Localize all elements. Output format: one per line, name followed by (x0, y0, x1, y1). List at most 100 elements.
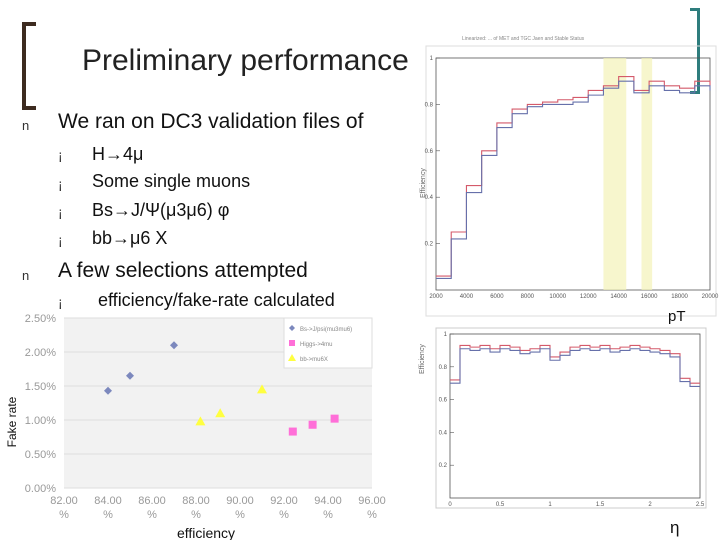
scatter-x-tick-label: 86.00 (138, 495, 166, 507)
step-x-tick-label: 18000 (671, 294, 688, 300)
scatter-x-tick-label: 90.00 (226, 495, 254, 507)
scatter-point (289, 340, 295, 346)
step-x-tick-label: 2 (648, 502, 652, 508)
step-y-tick-label: 0.4 (439, 430, 448, 436)
step-x-tick-label: 0 (448, 502, 452, 508)
scatter-x-tick-unit: % (147, 509, 157, 521)
step-plot-axes (449, 333, 701, 499)
scatter-y-tick-label: 1.50% (25, 381, 56, 393)
scatter-point (104, 386, 112, 395)
step-plot-axes (435, 57, 711, 291)
scatter-point (288, 354, 296, 361)
scatter-point (215, 408, 226, 418)
highlight-band (641, 58, 653, 290)
bullet-marker: n (22, 268, 30, 283)
scatter-plot-area: 0.00% 0.50% 1.00% 1.50% 2.00% 2.50% 82.00% 84.0… (25, 313, 386, 521)
scatter-x-tick-unit: % (279, 509, 289, 521)
sub-item-marker: ¡ (58, 204, 63, 220)
right-bottom-plot: Efficiency 0.2 0.4 0.6 0.8 1 0 0.5 1 1.5 2 2.5 (419, 327, 707, 509)
scatter-chart: Fake rate 0.00% 0.50% 1.00% 1.50% 2.00% 2.50%… (5, 313, 386, 540)
scatter-legend-entry: bb->mu6X (300, 357, 328, 363)
step-x-tick-label: 10000 (549, 294, 566, 300)
step-x-tick-label: 2.5 (696, 502, 705, 508)
eta-axis-label: η (670, 518, 680, 537)
right-top-ylabel: Efficiency (420, 168, 427, 198)
right-top-plot: Linearized: ... of MET and TGC Jaen and … (420, 36, 719, 317)
pt-axis-label: pT (668, 308, 686, 325)
step-y-tick-label: 0.6 (425, 149, 434, 155)
scatter-ylabel: Fake rate (5, 396, 19, 447)
scatter-y-tick-label: 2.00% (25, 347, 56, 359)
sub-item-bs-jpsi: Bs→J/Ψ(μ3μ6) φ (92, 200, 230, 220)
step-x-tick-label: 16000 (641, 294, 658, 300)
step-y-tick-label: 1 (430, 56, 434, 62)
scatter-point (195, 416, 206, 426)
step-y-tick-label: 0.8 (439, 365, 448, 371)
step-y-tick-label: 0.2 (425, 242, 434, 248)
step-y-tick-label: 0.6 (439, 398, 448, 404)
step-x-tick-label: 4000 (460, 294, 474, 300)
scatter-x-tick-unit: % (103, 509, 113, 521)
step-y-tick-label: 0.4 (425, 195, 434, 201)
sub-item-marker: ¡ (58, 147, 63, 163)
scatter-point (257, 384, 267, 394)
scatter-x-tick-label: 82.00 (50, 495, 78, 507)
scatter-legend-box (283, 317, 373, 369)
right-top-frame (425, 45, 717, 317)
scatter-x-tick-label: 94.00 (314, 495, 342, 507)
scatter-legend-entry: Higgs->4mu (300, 342, 333, 348)
sub-item-marker: ¡ (58, 294, 63, 310)
scatter-legend-entry: Bs->J/psi(mu3mu6) (300, 327, 352, 333)
sub-item-marker: ¡ (58, 176, 63, 192)
step-x-tick-label: 0.5 (496, 502, 505, 508)
scatter-xlabel: efficiency (177, 525, 235, 540)
step-y-tick-label: 0.8 (425, 102, 434, 108)
left-bracket-decoration (22, 22, 36, 110)
right-bottom-ylabel: Efficiency (419, 344, 426, 374)
bullet-marker: n (22, 118, 30, 133)
scatter-y-tick-label: 1.00% (25, 415, 56, 427)
highlight-band (603, 58, 627, 290)
scatter-x-tick-label: 84.00 (94, 495, 122, 507)
bullet-1-text: We ran on DC3 validation files of (58, 110, 364, 133)
step-x-tick-label: 1 (548, 502, 552, 508)
scatter-point (288, 427, 297, 436)
sub-item-marker: ¡ (58, 232, 63, 248)
step-series-line (450, 348, 700, 388)
scatter-point (126, 371, 134, 380)
scatter-legend: Bs->J/psi(mu3mu6) Higgs->4mu bb->mu6X (283, 317, 373, 369)
step-x-tick-label: 8000 (521, 294, 535, 300)
scatter-y-tick-label: 0.50% (25, 449, 56, 461)
right-bottom-plot-area: 0.2 0.4 0.6 0.8 1 0 0.5 1 1.5 2 2.5 (439, 332, 705, 508)
scatter-y-tick-label: 0.00% (25, 483, 56, 495)
scatter-point (170, 341, 178, 350)
scatter-x-tick-unit: % (323, 509, 333, 521)
sub-item-bb-mu6: bb→μ6 X (92, 228, 168, 248)
scatter-x-tick-label: 92.00 (270, 495, 298, 507)
scatter-point (308, 420, 317, 429)
scatter-x-tick-label: 88.00 (182, 495, 210, 507)
scatter-x-tick-unit: % (367, 509, 377, 521)
scatter-point (330, 414, 339, 423)
scatter-x-tick-unit: % (191, 509, 201, 521)
step-x-tick-label: 6000 (490, 294, 504, 300)
sub-item-h4mu: H→4μ (92, 144, 144, 164)
step-y-tick-label: 1 (444, 332, 448, 338)
right-bottom-frame (435, 327, 707, 509)
scatter-y-tick-label: 2.50% (25, 313, 56, 325)
step-series-line (450, 344, 700, 384)
sub-item-efficiency: efficiency/fake-rate calculated (98, 290, 335, 310)
slide-title: Preliminary performance (82, 44, 409, 77)
step-x-tick-label: 12000 (580, 294, 597, 300)
scatter-x-tick-unit: % (59, 509, 69, 521)
scatter-x-tick-label: 96.00 (358, 495, 386, 507)
scatter-point (289, 325, 295, 331)
step-x-tick-label: 14000 (610, 294, 627, 300)
step-series-line (436, 80, 711, 279)
right-top-header: Linearized: ... of MET and TGC Jaen and … (462, 36, 585, 42)
scatter-x-tick-unit: % (235, 509, 245, 521)
bullet-2-text: A few selections attempted (58, 259, 308, 282)
step-y-tick-label: 0.2 (439, 463, 448, 469)
step-x-tick-label: 1.5 (596, 502, 605, 508)
